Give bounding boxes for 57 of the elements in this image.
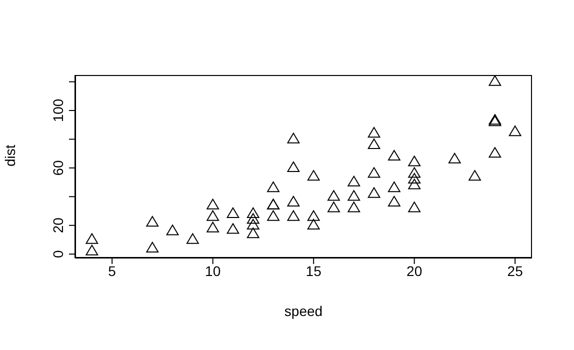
point xyxy=(287,132,300,144)
point xyxy=(307,218,320,230)
point xyxy=(328,190,340,201)
point xyxy=(368,126,380,138)
point xyxy=(86,244,98,256)
point xyxy=(388,196,400,206)
point xyxy=(206,222,220,232)
point xyxy=(246,207,260,218)
point xyxy=(226,207,240,218)
point xyxy=(206,210,220,221)
point xyxy=(166,224,179,236)
point xyxy=(468,170,481,181)
point xyxy=(368,187,380,198)
point xyxy=(307,170,320,181)
point xyxy=(186,233,199,244)
point xyxy=(146,216,159,227)
point xyxy=(267,182,280,192)
y-tick-label: 100 xyxy=(50,98,66,122)
point xyxy=(246,227,260,238)
point xyxy=(206,198,220,210)
point xyxy=(307,210,320,221)
point xyxy=(508,126,522,136)
point xyxy=(488,75,502,86)
point xyxy=(488,147,502,158)
x-tick-label: 20 xyxy=(406,262,422,279)
y-tick-label: 60 xyxy=(50,160,66,176)
point xyxy=(388,182,400,192)
x-tick-label: 25 xyxy=(507,262,524,279)
point xyxy=(246,218,260,230)
point xyxy=(348,176,360,186)
point xyxy=(348,202,360,212)
point xyxy=(448,152,461,164)
y-axis-title: dist xyxy=(2,144,18,166)
point xyxy=(408,178,421,190)
point xyxy=(368,138,380,150)
point xyxy=(226,223,240,234)
point xyxy=(368,167,380,178)
point xyxy=(408,172,421,184)
point xyxy=(408,156,421,166)
point xyxy=(86,233,98,244)
point xyxy=(328,202,340,212)
y-tick-label: 0 xyxy=(50,250,66,258)
point xyxy=(146,242,159,252)
point xyxy=(287,210,300,221)
point xyxy=(388,150,400,161)
point xyxy=(267,210,280,221)
point xyxy=(287,161,300,172)
point xyxy=(246,213,260,224)
x-axis-title: speed xyxy=(284,303,323,319)
point xyxy=(408,202,421,212)
x-tick-label: 15 xyxy=(306,262,322,279)
point xyxy=(287,196,300,206)
x-tick-label: 10 xyxy=(205,262,221,279)
point xyxy=(348,190,360,201)
y-tick-label: 20 xyxy=(50,217,66,234)
x-tick-label: 5 xyxy=(108,262,116,279)
point xyxy=(408,167,421,178)
